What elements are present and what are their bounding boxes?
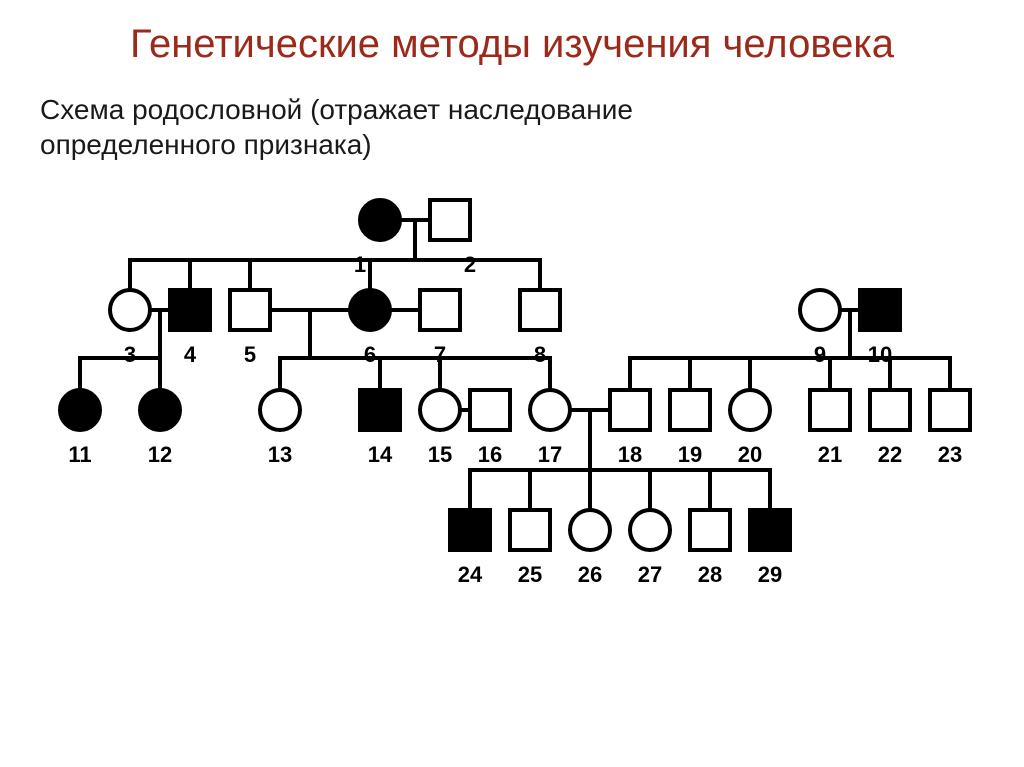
pedigree-node-25 [510,510,550,550]
pedigree-node-8 [520,290,560,330]
pedigree-node-16 [470,390,510,430]
pedigree-node-20 [730,390,770,430]
pedigree-node-29 [750,510,790,550]
pedigree-node-22 [870,390,910,430]
pedigree-node-4 [170,290,210,330]
pedigree-node-7 [420,290,460,330]
pedigree-node-9 [800,290,840,330]
pedigree-node-24 [450,510,490,550]
pedigree-node-10 [860,290,900,330]
node-label-2: 2 [445,252,495,278]
node-label-19: 19 [665,442,715,468]
node-label-1: 1 [335,252,385,278]
pedigree-diagram [0,0,1024,767]
node-label-21: 21 [805,442,855,468]
pedigree-node-13 [260,390,300,430]
node-label-28: 28 [685,562,735,588]
node-label-27: 27 [625,562,675,588]
pedigree-node-21 [810,390,850,430]
pedigree-node-23 [930,390,970,430]
pedigree-node-11 [60,390,100,430]
node-label-23: 23 [925,442,975,468]
node-label-18: 18 [605,442,655,468]
pedigree-node-28 [690,510,730,550]
node-label-7: 7 [415,342,465,368]
pedigree-node-18 [610,390,650,430]
node-label-8: 8 [515,342,565,368]
node-label-13: 13 [255,442,305,468]
pedigree-node-19 [670,390,710,430]
pedigree-node-27 [630,510,670,550]
pedigree-node-6 [350,290,390,330]
pedigree-node-1 [360,200,400,240]
node-label-24: 24 [445,562,495,588]
slide: Генетические методы изучения человека Сх… [0,0,1024,767]
node-label-26: 26 [565,562,615,588]
node-label-3: 3 [105,342,155,368]
node-label-11: 11 [55,442,105,468]
pedigree-node-12 [140,390,180,430]
node-label-14: 14 [355,442,405,468]
pedigree-node-26 [570,510,610,550]
node-label-17: 17 [525,442,575,468]
pedigree-node-5 [230,290,270,330]
pedigree-node-17 [530,390,570,430]
node-label-25: 25 [505,562,555,588]
node-label-4: 4 [165,342,215,368]
node-label-12: 12 [135,442,185,468]
pedigree-node-15 [420,390,460,430]
node-label-10: 10 [855,342,905,368]
node-label-5: 5 [225,342,275,368]
node-label-29: 29 [745,562,795,588]
pedigree-node-14 [360,390,400,430]
node-label-20: 20 [725,442,775,468]
pedigree-node-2 [430,200,470,240]
node-label-15: 15 [415,442,465,468]
node-label-9: 9 [795,342,845,368]
node-label-6: 6 [345,342,395,368]
node-label-22: 22 [865,442,915,468]
node-label-16: 16 [465,442,515,468]
pedigree-node-3 [110,290,150,330]
